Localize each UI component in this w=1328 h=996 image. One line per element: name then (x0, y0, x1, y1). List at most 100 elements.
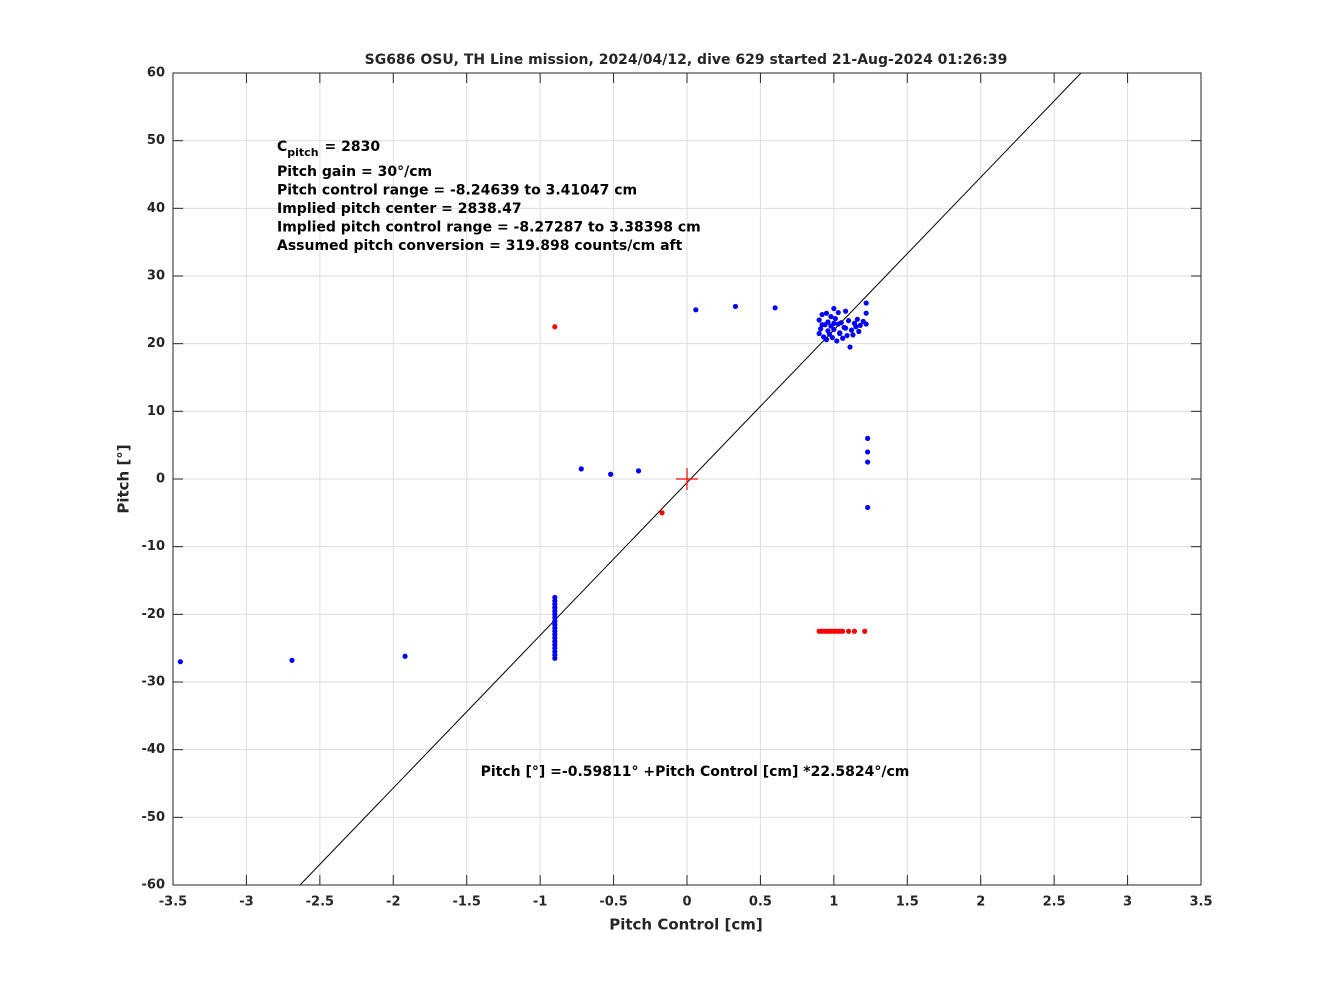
x-tick-label: 3 (1123, 895, 1132, 910)
point (857, 322, 863, 328)
annotation: Assumed pitch conversion = 319.898 count… (277, 238, 683, 254)
c-pitch-rest: = 2830 (325, 139, 381, 155)
center-cross (676, 468, 698, 490)
y-tick-label: -10 (142, 539, 166, 554)
point (837, 330, 843, 337)
x-tick-label: -3.5 (159, 895, 187, 910)
point (851, 628, 858, 634)
x-tick-label: 1.5 (896, 895, 919, 910)
point (865, 449, 871, 455)
annotation: Pitch gain = 30°/cm (277, 164, 432, 180)
point (289, 657, 295, 663)
y-tick-label: 10 (147, 404, 165, 419)
y-tick-label: -30 (142, 675, 166, 690)
c-pitch-annotation: Cpitch = 2830 (277, 139, 380, 159)
point (693, 307, 699, 313)
x-tick-label: 1 (829, 895, 838, 910)
point (402, 653, 408, 659)
point (835, 309, 841, 316)
x-tick-label: -1 (533, 895, 547, 910)
point (853, 324, 859, 330)
y-tick-label: -50 (142, 810, 166, 825)
point (578, 466, 584, 472)
point (177, 659, 183, 665)
point (818, 326, 824, 332)
y-tick-label: 30 (147, 269, 165, 284)
point (635, 468, 642, 474)
annotation: Implied pitch control range = -8.27287 t… (277, 220, 701, 236)
y-tick-label: 40 (147, 201, 165, 216)
y-tick-label: -40 (142, 742, 166, 757)
y-tick-label: 50 (147, 133, 165, 148)
point (865, 435, 871, 441)
point (816, 330, 822, 337)
point (831, 305, 837, 312)
x-tick-label: 0.5 (749, 895, 772, 910)
y-tick-label: -20 (142, 607, 166, 622)
point (819, 322, 825, 328)
point (844, 332, 850, 339)
point (863, 310, 869, 316)
x-tick-label: 3.5 (1189, 895, 1212, 910)
point (772, 305, 778, 311)
x-tick-label: 2 (976, 895, 985, 910)
annotation: Implied pitch center = 2838.47 (277, 201, 522, 217)
c-pitch-sub: pitch (287, 146, 318, 159)
point (552, 655, 558, 661)
point (845, 628, 852, 634)
point (848, 327, 855, 333)
point (608, 471, 614, 477)
point (831, 326, 837, 333)
point (829, 334, 835, 341)
point (865, 504, 871, 511)
y-tick-label: 60 (147, 66, 165, 81)
point (828, 314, 834, 320)
point (850, 332, 856, 338)
point (838, 320, 844, 326)
axes-box (172, 72, 1202, 886)
point (856, 328, 862, 335)
y-tick-label: 20 (147, 336, 165, 351)
y-axis-label: Pitch [°] (115, 444, 133, 513)
x-tick-label: -2 (386, 895, 400, 910)
point (831, 320, 837, 326)
point (819, 311, 825, 318)
point (854, 316, 860, 322)
point (863, 321, 869, 327)
x-tick-label: -3 (239, 895, 253, 910)
fit-label: Pitch [°] =-0.59811° +Pitch Control [cm]… (481, 764, 910, 780)
point (840, 628, 846, 634)
point (823, 310, 830, 316)
point (825, 319, 831, 325)
point (863, 300, 869, 306)
x-tick-label: -2.5 (306, 895, 334, 910)
point (834, 338, 840, 344)
point (843, 308, 849, 314)
x-tick-label: -0.5 (599, 895, 627, 910)
point (843, 325, 849, 331)
point (552, 324, 558, 330)
annotation: Pitch control range = -8.24639 to 3.4104… (277, 183, 637, 199)
point (840, 335, 846, 341)
point (865, 459, 871, 465)
point (862, 628, 868, 634)
annotations: Pitch gain = 30°/cm Pitch control range =… (277, 164, 701, 254)
y-tick-label: -60 (142, 878, 166, 893)
x-axis-label: Pitch Control [cm] (609, 916, 763, 934)
point (659, 510, 665, 516)
point (823, 337, 830, 343)
c-pitch-base: C (277, 139, 287, 155)
point (732, 303, 739, 310)
point (816, 317, 822, 323)
plot-area (177, 73, 1082, 885)
x-tick-label: 2.5 (1043, 895, 1066, 910)
x-tick-label: 0 (682, 895, 691, 910)
y-tick-label: 0 (156, 472, 165, 487)
point (847, 344, 853, 350)
point (832, 316, 838, 322)
chart-title: SG686 OSU, TH Line mission, 2024/04/12, … (365, 52, 1008, 68)
point (825, 328, 831, 334)
point (845, 318, 852, 324)
